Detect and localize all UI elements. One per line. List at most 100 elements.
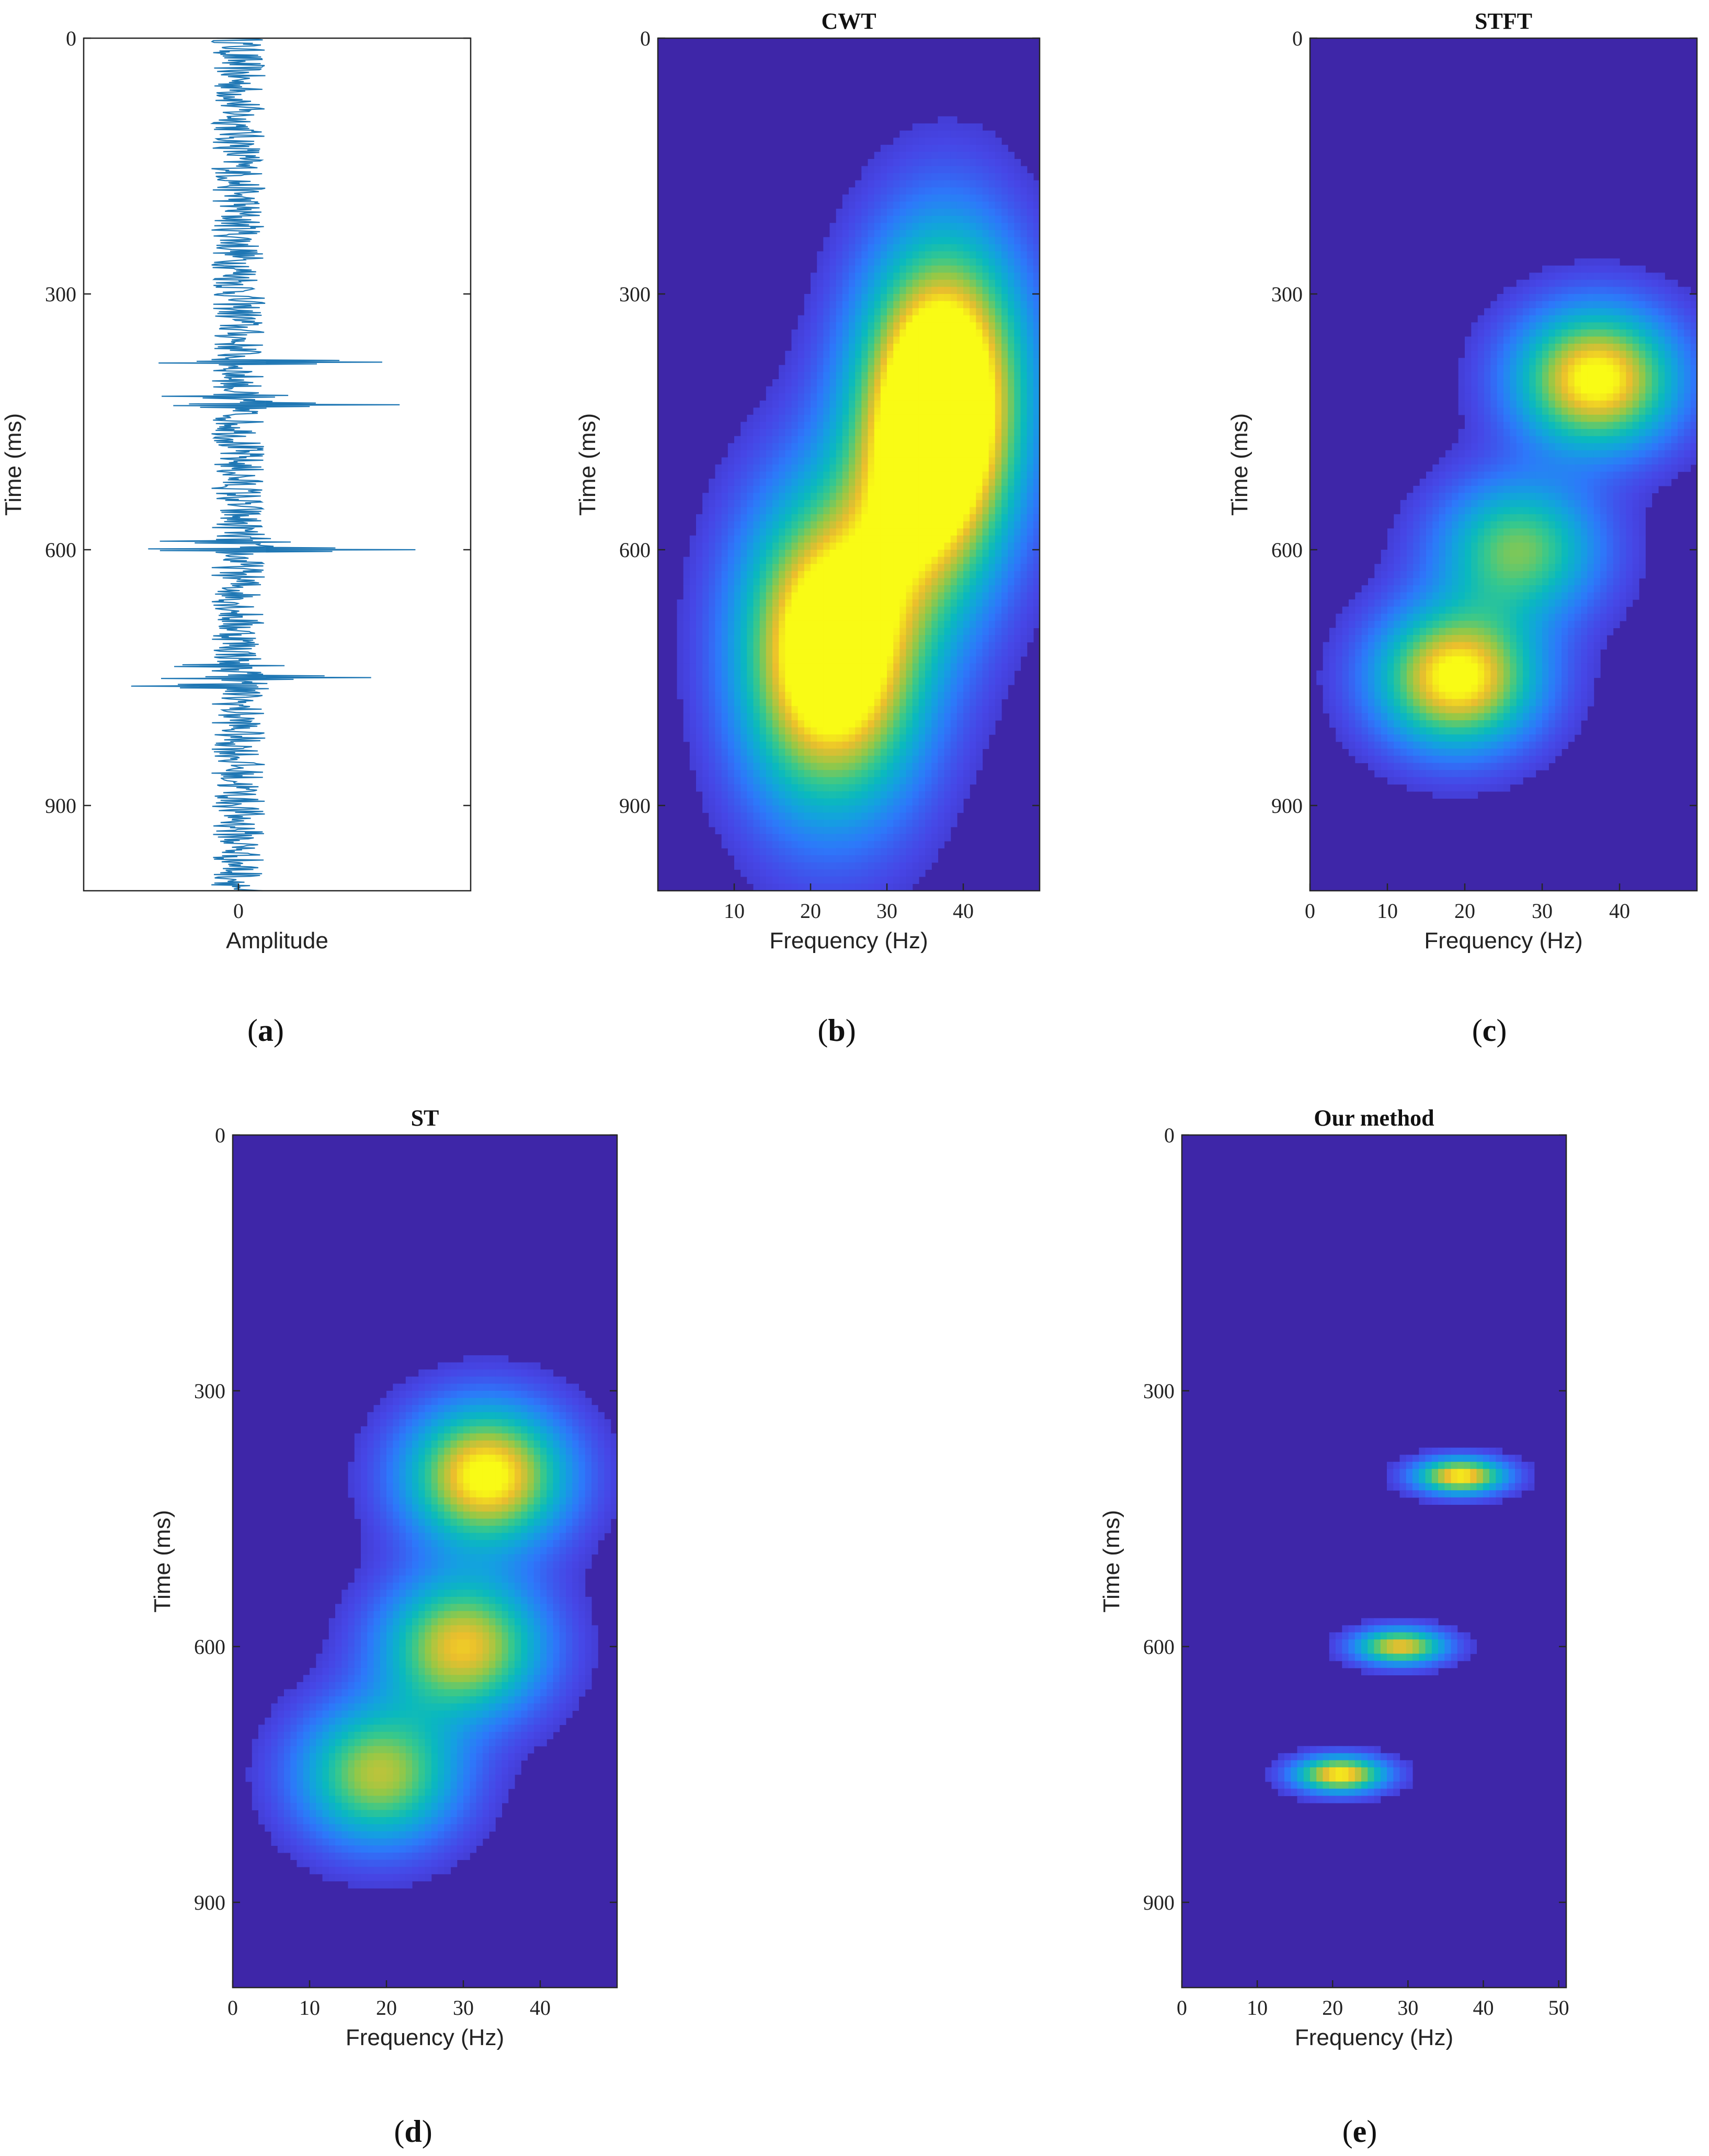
- heatmap-cell: [899, 308, 907, 316]
- heatmap-cell: [918, 230, 926, 237]
- heatmap-cell: [785, 393, 792, 401]
- heatmap-cell: [925, 685, 932, 693]
- heatmap-cell: [982, 493, 989, 501]
- heatmap-cell: [931, 180, 938, 188]
- heatmap-cell: [849, 628, 856, 636]
- heatmap-cell: [1361, 685, 1369, 693]
- heatmap-cell: [829, 407, 837, 415]
- heatmap-cell: [811, 279, 817, 287]
- heatmap-cell: [721, 599, 728, 607]
- heatmap-cell: [696, 784, 703, 792]
- heatmap-cell: [906, 557, 913, 564]
- heatmap-cell: [925, 464, 932, 472]
- heatmap-cell: [747, 422, 754, 429]
- heatmap-cell: [1020, 479, 1028, 486]
- heatmap-cell: [1394, 763, 1401, 770]
- heatmap-cell: [918, 770, 926, 778]
- heatmap-cell: [823, 805, 830, 813]
- heatmap-cell: [995, 429, 1002, 437]
- heatmap-cell: [938, 592, 945, 600]
- heatmap-cell: [912, 826, 919, 834]
- heatmap-cell: [1400, 606, 1407, 614]
- heatmap-cell: [912, 350, 919, 358]
- heatmap-cell: [855, 294, 862, 302]
- heatmap-cell: [842, 379, 849, 387]
- heatmap-cell: [772, 436, 779, 444]
- heatmap-cell: [804, 649, 811, 657]
- heatmap-cell: [804, 663, 811, 671]
- heatmap-cell: [740, 741, 747, 749]
- heatmap-cell: [982, 237, 989, 245]
- heatmap-cell: [836, 564, 843, 572]
- heatmap-cell: [683, 649, 690, 657]
- heatmap-cell: [836, 358, 843, 366]
- heatmap-cell: [868, 507, 875, 515]
- heatmap-cell: [970, 166, 976, 174]
- heatmap-cell: [976, 308, 983, 316]
- heatmap-cell: [931, 578, 938, 586]
- heatmap-cell: [899, 820, 907, 827]
- heatmap-cell: [727, 755, 735, 764]
- heatmap-cell: [970, 144, 976, 152]
- heatmap-cell: [829, 848, 837, 856]
- heatmap-cell: [1329, 635, 1336, 643]
- heatmap-cell: [931, 670, 938, 678]
- heatmap-cell: [779, 713, 785, 721]
- heatmap-cell: [797, 649, 805, 657]
- heatmap-cell: [880, 727, 887, 735]
- heatmap-cell: [906, 855, 913, 863]
- heatmap-cell: [1400, 748, 1407, 756]
- heatmap-cell: [944, 677, 951, 685]
- heatmap-cell: [918, 599, 926, 607]
- heatmap-cell: [811, 414, 817, 423]
- heatmap-cell: [918, 869, 926, 877]
- heatmap-cell: [976, 237, 983, 245]
- heatmap-cell: [944, 443, 951, 451]
- heatmap-cell: [906, 308, 913, 316]
- heatmap-cell: [702, 777, 709, 785]
- heatmap-cell: [931, 315, 938, 323]
- heatmap-cell: [817, 713, 824, 721]
- heatmap-cell: [791, 820, 799, 827]
- heatmap-cell: [1387, 649, 1394, 657]
- heatmap-cell: [804, 791, 811, 799]
- heatmap-cell: [1001, 400, 1008, 408]
- heatmap-cell: [906, 322, 913, 330]
- heatmap-cell: [906, 400, 913, 408]
- heatmap-cell: [970, 741, 976, 749]
- heatmap-cell: [791, 386, 799, 394]
- heatmap-cell: [912, 279, 919, 287]
- heatmap-cell: [944, 436, 951, 444]
- heatmap-cell: [1008, 166, 1015, 174]
- heatmap-cell: [918, 194, 926, 202]
- heatmap-cell: [950, 578, 958, 586]
- heatmap-cell: [995, 578, 1002, 586]
- heatmap-cell: [970, 194, 976, 202]
- heatmap-cell: [740, 571, 747, 578]
- heatmap-cell: [1033, 336, 1040, 344]
- heatmap-cell: [740, 429, 747, 437]
- heatmap-cell: [938, 713, 945, 721]
- heatmap-cell: [899, 642, 907, 650]
- heatmap-cell: [734, 755, 741, 764]
- heatmap-cell: [753, 834, 760, 842]
- heatmap-cell: [982, 400, 989, 408]
- heatmap-cell: [925, 585, 932, 593]
- heatmap-cell: [842, 557, 849, 564]
- heatmap-cell: [759, 521, 767, 529]
- heatmap-cell: [899, 535, 907, 543]
- heatmap-cell: [1368, 699, 1375, 707]
- heatmap-cell: [785, 464, 792, 472]
- heatmap-cell: [912, 848, 919, 856]
- heatmap-cell: [779, 414, 785, 423]
- heatmap-cell: [734, 826, 741, 834]
- heatmap-cell: [740, 585, 747, 593]
- heatmap-cell: [1008, 201, 1015, 209]
- heatmap-cell: [715, 805, 722, 813]
- heatmap-cell: [918, 820, 926, 827]
- heatmap-cell: [956, 237, 964, 245]
- heatmap-cell: [811, 450, 817, 458]
- heatmap-cell: [976, 251, 983, 259]
- heatmap-cell: [925, 443, 932, 451]
- heatmap-cell: [1400, 741, 1407, 749]
